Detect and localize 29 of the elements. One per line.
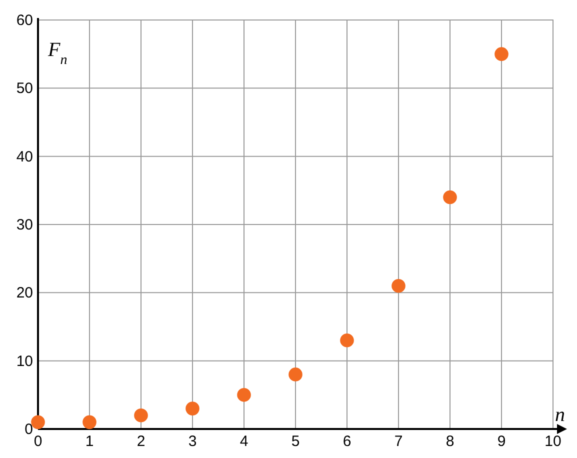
x-tick-label: 8	[446, 433, 454, 450]
point	[186, 402, 200, 416]
y-axis-title: F$_{n}$	[47, 39, 68, 68]
y-tick-label: 10	[16, 352, 33, 370]
x-tick-label: 6	[342, 433, 352, 450]
y-tick-label: 30	[16, 216, 33, 234]
x-tick-label: 1	[85, 433, 94, 450]
y-tick-label: 20	[16, 284, 33, 302]
point	[443, 190, 457, 204]
point	[134, 408, 148, 422]
point	[82, 415, 96, 430]
x-tick-label: 10	[544, 433, 562, 450]
y-tick-label: 0	[24, 421, 33, 438]
point	[494, 47, 508, 61]
y-tick-label: 50	[16, 80, 33, 98]
x-tick-label: 7	[394, 433, 403, 450]
y-tick-label: 40	[16, 148, 33, 166]
x-tick-label: 4	[240, 433, 248, 450]
x-tick-label: 5	[291, 433, 300, 450]
x-tick-label: 3	[188, 433, 197, 450]
point	[340, 333, 354, 348]
x-axis-title: n	[555, 404, 565, 426]
point	[237, 388, 251, 402]
y-tick-label: 60	[16, 12, 33, 29]
point	[31, 415, 45, 430]
x-tick-label: 2	[136, 433, 146, 450]
point	[392, 278, 406, 293]
point	[288, 368, 302, 382]
x-tick-label: 9	[497, 433, 506, 450]
